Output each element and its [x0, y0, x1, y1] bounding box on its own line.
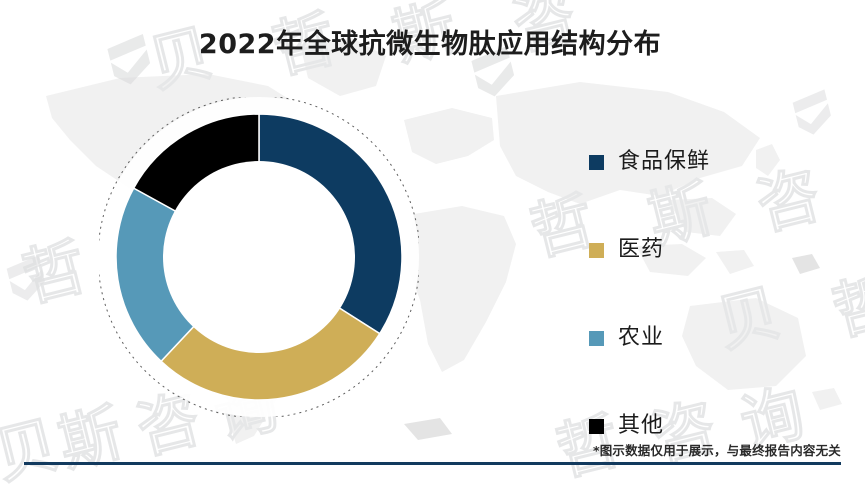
- legend-label: 农业: [618, 325, 665, 350]
- legend-item-food-preservation[interactable]: 食品保鲜: [589, 118, 819, 206]
- legend-item-pharmaceutical[interactable]: 医药: [589, 206, 819, 294]
- legend-swatch: [589, 418, 604, 434]
- legend-label: 其他: [618, 413, 665, 438]
- footer-divider: [24, 462, 841, 465]
- chart-title: 2022年全球抗微生物肽应用结构分布: [198, 29, 662, 60]
- donut-chart-svg: [99, 97, 419, 417]
- legend-swatch: [589, 330, 604, 346]
- legend-swatch: [589, 242, 604, 258]
- legend-item-agriculture[interactable]: 农业: [589, 294, 819, 382]
- legend-swatch: [589, 154, 604, 170]
- donut-chart: [99, 97, 419, 417]
- chart-legend: 食品保鲜 医药 农业 其他: [589, 118, 819, 470]
- legend-item-other[interactable]: 其他: [589, 382, 819, 470]
- chart-footnote: *图示数据仅用于展示，与最终报告内容无关: [592, 443, 841, 458]
- legend-label: 医药: [618, 237, 665, 262]
- legend-label: 食品保鲜: [618, 149, 711, 174]
- donut-hole: [163, 161, 355, 353]
